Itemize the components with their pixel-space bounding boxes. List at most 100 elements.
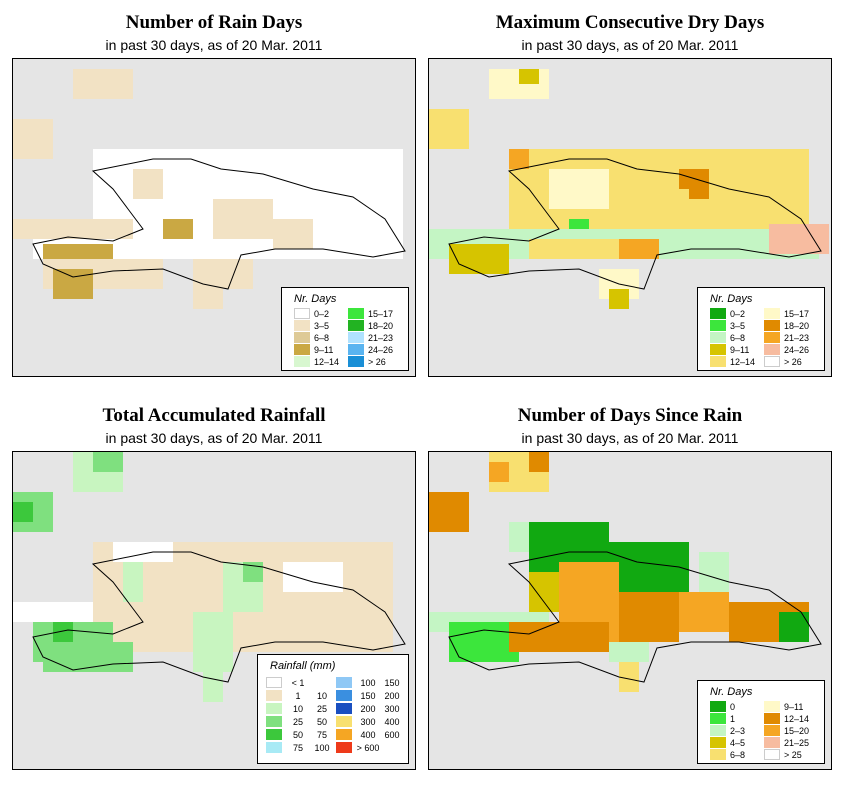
legend-label: 100 [360,678,376,688]
legend-label: 12–14 [784,714,810,724]
legend-swatch [764,320,780,331]
legend: Nr. Days 0–2 3–5 6–8 9–11 12–14 15–17 18… [697,287,825,371]
panel-max-dry-days: Maximum Consecutive Dry Days in past 30 … [428,12,832,378]
map-area[interactable]: Rainfall (mm) < 1 1 10 10 25 25 50 50 75 75 1… [12,451,416,770]
legend-item: 12–14 [710,356,755,368]
legend-swatch [266,716,282,727]
legend-label: 300 [360,717,376,727]
legend-label: 0–2 [730,309,746,319]
legend-item: 0–2 [294,308,329,320]
legend-label: > 600 [356,743,380,753]
legend-swatch [336,703,352,714]
legend-label: 10 [292,704,303,714]
legend-swatch [710,725,726,736]
map-svg [429,452,822,692]
legend-item: 24–26 [764,344,809,356]
legend-label: 300 [384,704,400,714]
legend-label: 24–26 [784,345,810,355]
legend-label: 75 [316,730,327,740]
legend-swatch [764,308,780,319]
legend-item: 200 300 [336,703,404,715]
legend-swatch [764,356,780,367]
legend-item: 25 50 [266,716,334,728]
panel-subtitle: in past 30 days, as of 20 Mar. 2011 [105,430,323,446]
legend-label: 1 [730,714,736,724]
legend-label: 15–17 [784,309,810,319]
legend-item: 400 600 [336,729,404,741]
legend-swatch [336,677,352,688]
legend-item: 21–23 [764,332,809,344]
legend-title: Nr. Days [294,293,337,305]
legend-swatch [294,356,310,367]
map-area[interactable]: Nr. Days 0 1 2–3 4–5 6–8 9–11 12–14 15–2… [428,451,832,770]
legend-swatch [266,677,282,688]
legend-item: 1 [710,713,735,725]
legend-swatch [294,308,310,319]
legend-label: 3–5 [730,321,746,331]
legend-label: > 26 [784,357,802,367]
grid-cells [13,69,403,309]
legend-item: 6–8 [710,749,745,761]
legend-item: > 26 [348,356,386,368]
legend-swatch [710,713,726,724]
legend-item: 10 25 [266,703,334,715]
legend-label: 21–23 [368,333,394,343]
legend-label: 21–25 [784,738,810,748]
legend-swatch [266,703,282,714]
legend-swatch [710,737,726,748]
legend-swatch [336,690,352,701]
legend: Nr. Days 0 1 2–3 4–5 6–8 9–11 12–14 15–2… [697,680,825,764]
legend-swatch [336,729,352,740]
legend-item: 300 400 [336,716,404,728]
legend-swatch [710,749,726,760]
legend-item: 24–26 [348,344,393,356]
legend-swatch [266,742,282,753]
map-area[interactable]: Nr. Days 0–2 3–5 6–8 9–11 12–14 15–17 18… [428,58,832,377]
legend-label: 75 [292,743,303,753]
legend-item: 6–8 [710,332,745,344]
legend-swatch [336,716,352,727]
legend-item: 1 10 [266,690,334,702]
legend: Rainfall (mm) < 1 1 10 10 25 25 50 50 75 75 1… [257,654,409,764]
grid-cells [429,452,809,692]
legend-item: < 1 [266,677,334,689]
legend-swatch [266,729,282,740]
legend-label: 1 [295,691,301,701]
legend-item: 50 75 [266,729,334,741]
coastline [32,158,406,290]
legend-label: 15–17 [368,309,394,319]
legend-swatch [294,332,310,343]
map-area[interactable]: Nr. Days 0–2 3–5 6–8 9–11 12–14 15–17 18… [12,58,416,377]
legend-label: 200 [384,691,400,701]
legend-item: > 26 [764,356,802,368]
legend-swatch [710,308,726,319]
legend-label: 100 [314,743,330,753]
legend-label: 6–8 [730,750,746,760]
legend-swatch [710,356,726,367]
legend-label: > 25 [784,750,802,760]
legend-label: 15–20 [784,726,810,736]
legend-label: 0 [730,702,736,712]
legend-item: 15–17 [348,308,393,320]
legend-swatch [764,737,780,748]
legend-label: 9–11 [730,345,750,355]
legend-swatch [764,713,780,724]
legend-label: 6–8 [314,333,330,343]
legend-item: 12–14 [294,356,339,368]
legend-label: 6–8 [730,333,746,343]
legend-item: 75 100 [266,742,334,754]
legend-item: 100 150 [336,677,404,689]
legend-swatch [348,332,364,343]
legend-swatch [764,701,780,712]
panel-days-since-rain: Number of Days Since Rain in past 30 day… [428,405,832,771]
legend-label: 50 [316,717,327,727]
panel-total-rainfall: Total Accumulated Rainfall in past 30 da… [12,405,416,771]
legend-label: 150 [384,678,400,688]
legend-label: 25 [292,717,303,727]
legend-label: 400 [384,717,400,727]
legend-item: 18–20 [348,320,393,332]
legend-label: 18–20 [368,321,394,331]
panel-subtitle: in past 30 days, as of 20 Mar. 2011 [521,37,739,53]
panel-rain-days: Number of Rain Days in past 30 days, as … [12,12,416,378]
legend-swatch [294,320,310,331]
